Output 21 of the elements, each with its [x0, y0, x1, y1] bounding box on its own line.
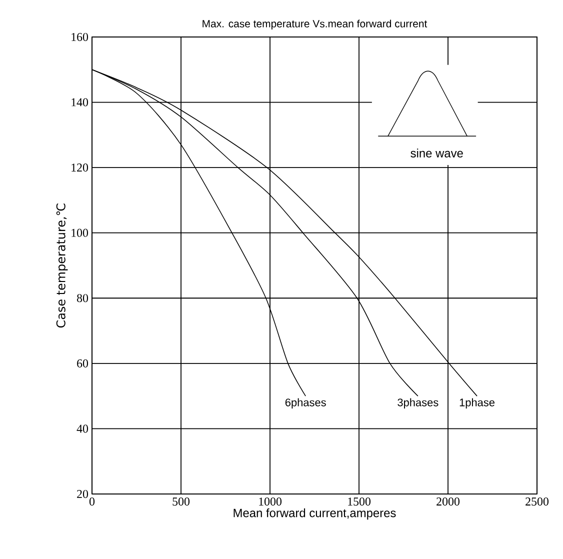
annotation: sine wave — [410, 148, 463, 158]
y-tick-label: 160 — [72, 32, 88, 42]
x-tick-label: 1500 — [348, 498, 370, 506]
x-tick-label: 1000 — [259, 498, 282, 506]
x-axis-title: Mean forward current,amperes — [234, 508, 396, 520]
series-label: 3phases — [398, 398, 438, 408]
series-label: 6phases — [285, 398, 326, 408]
x-tick-label: 2000 — [436, 498, 460, 506]
y-tick-label: 40 — [76, 424, 88, 433]
y-tick-label: 120 — [72, 164, 88, 172]
y-tick-label: 100 — [72, 228, 88, 237]
chart-title: Max. case temperature Vs.mean forward current — [202, 20, 428, 30]
x-tick-label: 0 — [89, 498, 95, 506]
y-tick-label: 60 — [77, 359, 88, 368]
x-tick-label: 2500 — [526, 498, 548, 506]
y-tick-label: 20 — [77, 490, 88, 498]
y-tick-label: 140 — [72, 98, 88, 106]
series-label: 1phase — [460, 398, 495, 408]
x-tick-label: 500 — [172, 498, 190, 506]
y-tick-label: 80 — [76, 294, 88, 302]
y-axis-title: Case temperature,℃ — [56, 204, 68, 328]
